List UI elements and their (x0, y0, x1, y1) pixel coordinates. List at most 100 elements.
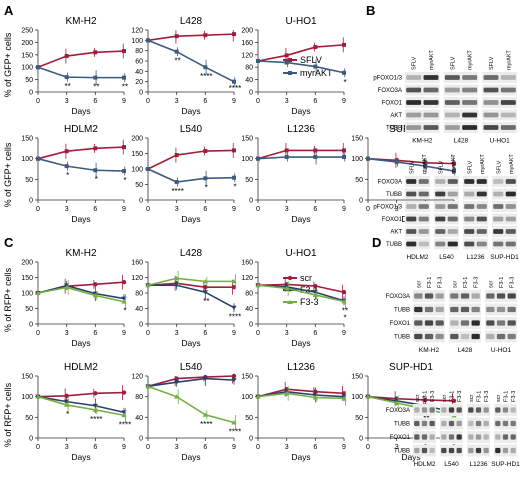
blot-band (507, 320, 516, 326)
blot-strip (434, 226, 459, 237)
blot-band (464, 241, 475, 247)
chart-a-l428-point-sflv (203, 33, 208, 38)
chart-c-l1236-xtick-label: 6 (313, 444, 317, 451)
blot-band (421, 447, 428, 454)
blot-band (483, 87, 499, 93)
blot-band (464, 204, 475, 209)
chart-c-l1236-point-f3-3 (284, 390, 290, 396)
blot-band (460, 320, 470, 326)
blot-row-label: FOXO1 (382, 101, 403, 107)
chart-a-l428-significance: **** (200, 72, 212, 81)
blot-strip (443, 109, 479, 121)
chart-c-hdlm2-point-f3-3 (35, 394, 41, 399)
blot-band (450, 333, 459, 340)
chart-a-u-ho1: U-HO1 0 40 80 120 160 200 0 3 6 9 Days * (241, 16, 346, 116)
blot-band (423, 100, 439, 105)
blot-strip (405, 238, 430, 250)
chart-c-hdlm2-x-axis-label: Days (71, 452, 90, 462)
chart-c-l540-point-f3-1 (231, 378, 237, 383)
blot-strip (434, 238, 459, 250)
blot-band (483, 125, 499, 130)
blot-band (483, 100, 499, 105)
blot-band (435, 241, 446, 247)
chart-c-sup-hd1-point-scr (451, 398, 457, 403)
chart-c-l428-xtick-label: 9 (232, 330, 236, 337)
blot-band (435, 320, 444, 326)
chart-c-u-ho1-significance: * (343, 314, 346, 323)
chart-a-l428-ytick-label: 20 (135, 79, 143, 86)
chart-c-km-h2-x-axis-label: Days (71, 338, 90, 348)
blot-band (483, 420, 489, 427)
blot-band (444, 100, 460, 105)
panel-label-d: D (372, 235, 381, 250)
blot-band (476, 241, 487, 247)
chart-a-km-h2-line-myrakt (37, 66, 124, 79)
chart-a-u-ho1-xtick-label: 9 (342, 98, 346, 105)
chart-c-km-h2-point-f3-3 (35, 290, 41, 295)
blot-lane-label: F3-1 (504, 391, 510, 402)
chart-c-l540-point-f3-1 (202, 376, 208, 381)
blot-band (502, 447, 509, 454)
blot-band (435, 333, 444, 340)
blot-band (418, 204, 429, 209)
chart-c-l1236-point-f3-3 (341, 395, 347, 401)
chart-c-l540-ytick-label: 40 (135, 415, 143, 422)
chart-c-l1236-ytick-label: 150 (241, 374, 253, 381)
chart-a-l428-point-myrakt (203, 65, 208, 70)
blot-lane-label: F3-3 (438, 277, 444, 288)
blot-group-label: L428 (454, 138, 469, 145)
chart-a-hdlm2: HDLM2 0 50 100 150 0 3 6 9 Days * * * (21, 124, 126, 224)
blot-lane-label: scr (442, 395, 448, 403)
chart-c-km-h2-ytick-label: 200 (21, 260, 33, 267)
blot-band (447, 229, 458, 234)
chart-c-l1236: L1236 0 50 100 150 0 3 6 9 Days (241, 362, 347, 462)
blot-band (476, 191, 487, 197)
chart-c-sup-hd1-ytick-label: 100 (351, 394, 363, 401)
chart-c-l1236-line-f3-3 (257, 392, 345, 400)
chart-a-l540-xtick-label: 6 (203, 206, 207, 213)
chart-c-l1236-line-f3-1 (257, 390, 345, 398)
panel-label-a: A (4, 3, 14, 18)
blot-band (476, 216, 487, 222)
blot-band (464, 191, 475, 197)
chart-c-hdlm2-point-f3-3 (64, 402, 70, 407)
chart-c-l1236-ytick-label: 50 (245, 415, 253, 422)
chart-a-sup-hd1-point-myrakt (366, 156, 370, 161)
chart-a-km-h2-point-sflv (64, 54, 69, 59)
blot-row-label: FOXO1 (390, 321, 411, 327)
chart-c-km-h2-title: KM-H2 (65, 248, 97, 259)
chart-c-l1236-point-f3-3 (255, 394, 261, 399)
blot-band (496, 320, 506, 326)
chart-c-hdlm2-xtick-label: 6 (93, 444, 97, 451)
blot-band (493, 229, 504, 234)
blot-band (460, 333, 470, 340)
chart-a-l540-point-myrakt (146, 167, 150, 171)
chart-c-hdlm2-xtick-label: 0 (36, 444, 40, 451)
chart-c-l540-significance: **** (229, 428, 241, 437)
blot-band (435, 179, 446, 184)
blot-lane-label: scr (415, 395, 421, 403)
blot-band (418, 241, 429, 247)
chart-a-hdlm2-ytick-label: 150 (21, 136, 33, 143)
blot-band (486, 293, 495, 299)
blot-lane-label: scr (469, 395, 475, 403)
chart-c-l540-point-f3-3 (174, 394, 180, 399)
chart-a-sup-hd1-point-sflv (452, 161, 456, 166)
blot-lane-label: SFLV (412, 56, 418, 70)
chart-c-hdlm2-point-scr (93, 391, 98, 396)
blot-lane-label: F3-1 (463, 277, 469, 288)
blot-band (447, 179, 458, 184)
chart-a-hdlm2-line-sflv (37, 146, 125, 160)
blot-band (435, 293, 444, 299)
chart-a-km-h2-ytick-label: 0 (29, 90, 33, 97)
blot-band (406, 179, 417, 184)
chart-c-km-h2-xtick-label: 9 (122, 330, 126, 337)
chart-c-l540-point-f3-1 (174, 380, 180, 385)
chart-c-l428-xtick-label: 0 (146, 330, 150, 337)
chart-c-sup-hd1-xtick-label: 0 (366, 444, 370, 451)
chart-c-hdlm2-line-f3-1 (37, 395, 125, 414)
chart-a-l428-ytick-label: 120 (131, 28, 143, 35)
chart-a-hdlm2-ytick-label: 50 (25, 177, 33, 184)
chart-c-u-ho1-ytick-label: 40 (245, 306, 253, 313)
